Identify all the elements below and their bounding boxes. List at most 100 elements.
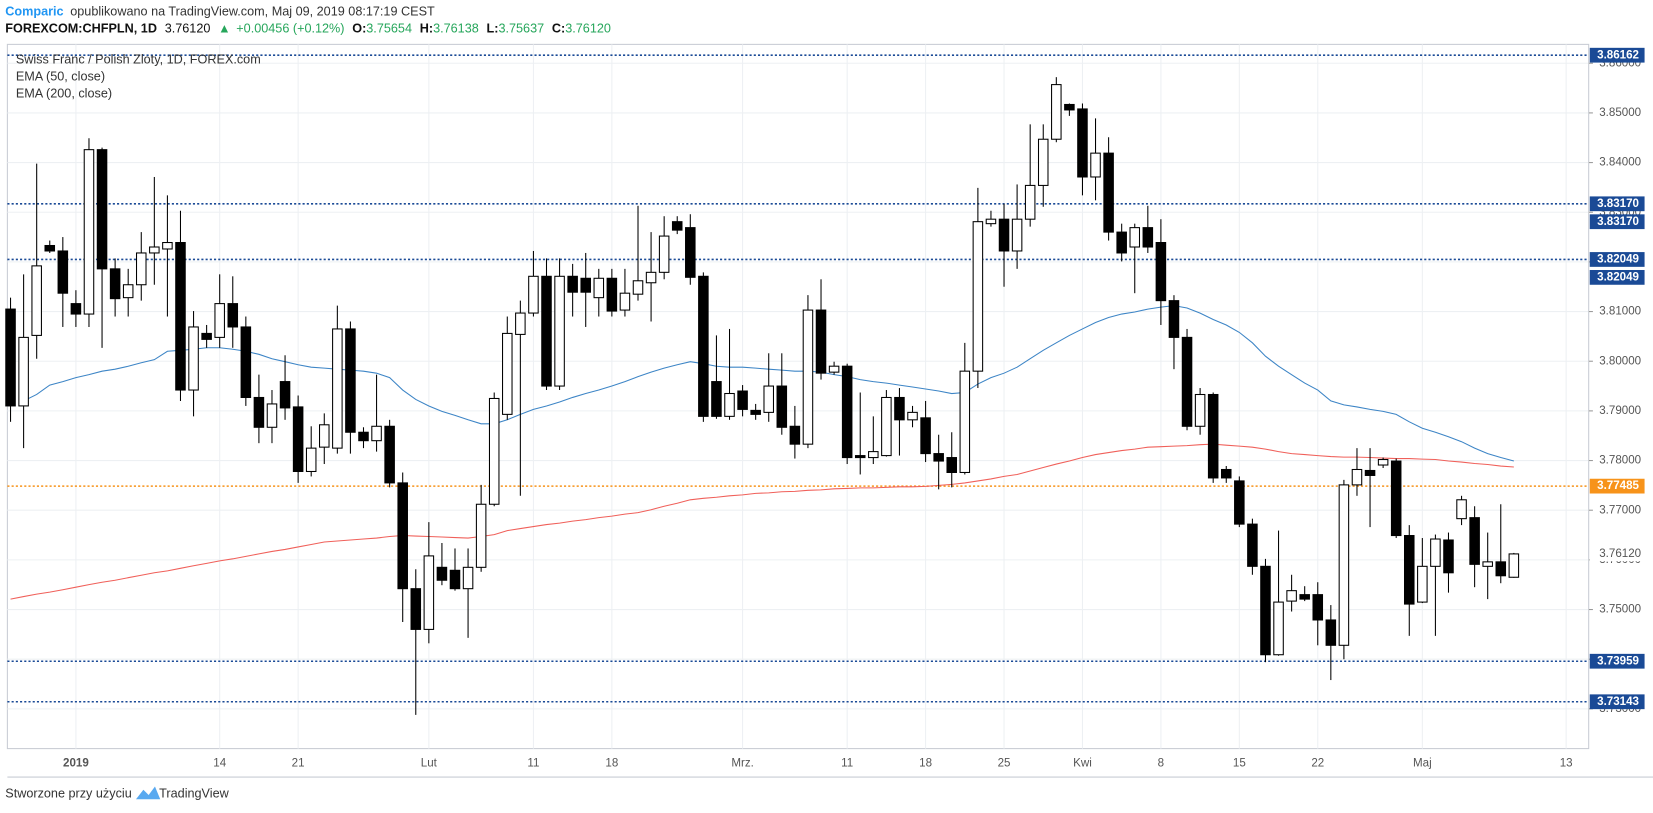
- candle-body: [985, 218, 997, 225]
- candle-body: [737, 390, 748, 410]
- candle-body: [1194, 393, 1206, 427]
- ohlc-value: 3.76138: [433, 22, 479, 36]
- author[interactable]: Comparic: [5, 5, 63, 19]
- candle-body: [292, 406, 304, 473]
- y-tick-label: 3.79000: [1599, 405, 1641, 417]
- candle-body: [1417, 565, 1428, 603]
- change: +0.00456 (+0.12%): [236, 22, 344, 36]
- candle-body: [96, 149, 108, 270]
- candle-body: [724, 392, 735, 417]
- candle-body: [201, 332, 212, 340]
- x-tick-label: 18: [605, 757, 618, 769]
- candle-body: [750, 409, 761, 415]
- candle-body: [606, 277, 618, 312]
- candle-body: [1325, 619, 1337, 646]
- candle-body: [1247, 523, 1258, 567]
- ohlc-value: 3.75654: [366, 22, 412, 36]
- level-label: 3.82049: [1597, 254, 1639, 266]
- y-tick-label: 3.77000: [1599, 504, 1641, 516]
- level-label: 3.73143: [1597, 696, 1639, 708]
- level-label-bg: [1589, 478, 1645, 494]
- candle-body: [70, 303, 82, 315]
- candle-body: [1142, 227, 1154, 248]
- candle-body: [31, 265, 42, 336]
- candle-body: [1469, 517, 1480, 565]
- ohlc-value: 3.76120: [565, 22, 611, 36]
- x-tick-label: 11: [527, 757, 539, 769]
- candle-body: [345, 328, 356, 433]
- header-line: Comparic opublikowano na TradingView.com…: [5, 5, 435, 19]
- candle-body: [1430, 538, 1441, 567]
- candle-body: [266, 403, 278, 428]
- level-label-bg: [1589, 47, 1645, 63]
- candle-body: [789, 425, 801, 445]
- candle-body: [1116, 231, 1127, 254]
- candle-body: [632, 280, 644, 295]
- level-label-bg: [1589, 252, 1645, 267]
- candle-body: [671, 221, 683, 231]
- candle-body: [410, 588, 422, 630]
- candle-body: [815, 309, 827, 374]
- candle-body: [933, 453, 944, 462]
- candle-body: [462, 566, 474, 590]
- candle-body: [135, 252, 147, 286]
- candle-body: [972, 221, 984, 372]
- candle-body: [776, 385, 788, 428]
- candle-body: [1024, 184, 1036, 220]
- candle-body: [894, 396, 905, 421]
- x-tick-label: 25: [998, 757, 1011, 769]
- candle-body: [528, 275, 539, 314]
- brand[interactable]: TradingView: [159, 786, 229, 800]
- candle-body: [358, 431, 369, 442]
- candle-body: [1181, 336, 1193, 427]
- x-tick-label: Kwi: [1073, 757, 1092, 769]
- level-label: 3.77485: [1597, 480, 1639, 492]
- candle-body: [1312, 594, 1324, 621]
- candle-body: [959, 370, 971, 473]
- candle-body: [18, 336, 29, 407]
- candle-body: [1495, 561, 1507, 577]
- candle-body: [44, 244, 56, 252]
- candle-body: [619, 292, 631, 311]
- candle-body: [645, 271, 657, 284]
- candle-body: [593, 277, 605, 299]
- candle-body: [1037, 138, 1049, 186]
- candle-body: [188, 326, 199, 391]
- change-arrow: ▲: [218, 22, 231, 36]
- candle-body: [1299, 594, 1310, 600]
- candle-body: [423, 555, 435, 630]
- level-label: 3.82049: [1597, 271, 1639, 283]
- x-tick-label: 15: [1233, 757, 1246, 769]
- level-label: 3.83170: [1597, 216, 1639, 228]
- candle-body: [1364, 469, 1376, 476]
- y-tick-label: 3.85000: [1599, 107, 1641, 119]
- level-label-bg: [1589, 214, 1645, 230]
- candle-body: [698, 275, 709, 417]
- candle-body: [449, 569, 461, 590]
- ohlc-value: 3.75637: [498, 22, 544, 36]
- candle-body: [1403, 535, 1415, 605]
- last-price-label: 3.76120: [1599, 548, 1641, 560]
- candle-body: [854, 455, 866, 459]
- brand-logo[interactable]: [135, 786, 161, 800]
- level-label: 3.83170: [1597, 198, 1639, 210]
- candle-body: [1273, 601, 1284, 656]
- candle-body: [319, 424, 330, 448]
- candle-body: [1155, 242, 1167, 302]
- candle-body: [240, 326, 252, 399]
- candle-body: [868, 451, 879, 459]
- candle-body: [109, 268, 121, 300]
- y-tick-label: 3.80000: [1599, 355, 1641, 367]
- candle-body: [580, 277, 591, 293]
- level-label-bg: [1589, 270, 1645, 285]
- legend-entry[interactable]: EMA (50, close): [16, 69, 105, 83]
- candle-body: [1338, 484, 1350, 646]
- candle-body: [841, 365, 853, 459]
- candle-body: [1351, 468, 1363, 486]
- candle-body: [1377, 459, 1389, 466]
- legend-entry[interactable]: EMA (200, close): [16, 86, 112, 100]
- candle-body: [149, 246, 160, 254]
- y-tick-label: 3.81000: [1599, 306, 1641, 318]
- price: 3.76120: [165, 22, 211, 36]
